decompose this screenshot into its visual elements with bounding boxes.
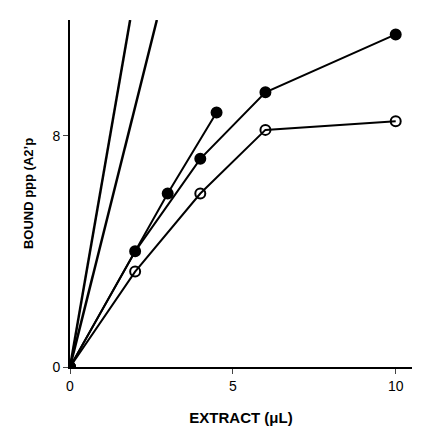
svg-text:5: 5	[229, 378, 237, 394]
svg-text:0: 0	[52, 359, 60, 375]
svg-text:8: 8	[52, 128, 60, 144]
svg-text:0: 0	[66, 378, 74, 394]
svg-text:10: 10	[388, 378, 404, 394]
svg-text:EXTRACT (μL): EXTRACT (μL)	[189, 409, 292, 426]
svg-text:BOUND ppp (A2’p: BOUND ppp (A2’p	[21, 138, 36, 249]
